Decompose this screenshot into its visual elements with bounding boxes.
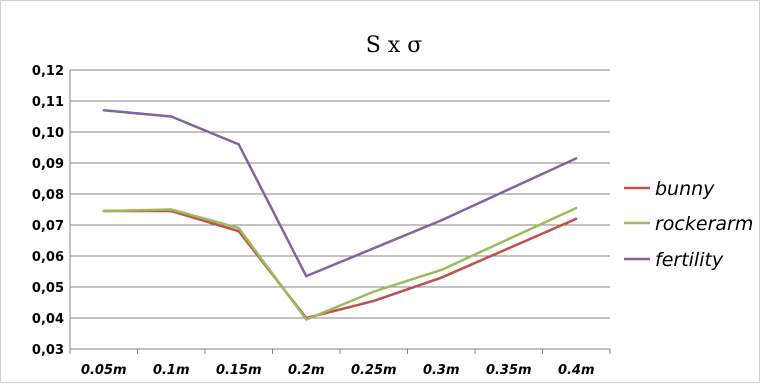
data-point-fertility xyxy=(575,157,578,160)
x-tick-label: 0.1m xyxy=(153,363,190,378)
data-point-fertility xyxy=(305,274,308,278)
data-point-fertility xyxy=(170,115,173,118)
y-tick-label: 0,06 xyxy=(32,250,64,265)
x-tick-label: 0.3m xyxy=(423,363,460,378)
y-tick-label: 0,03 xyxy=(32,343,64,358)
y-tick-label: 0,11 xyxy=(32,95,64,110)
y-tick-label: 0,07 xyxy=(32,219,64,234)
x-tick-label: 0.2m xyxy=(288,363,325,378)
series-line-fertility xyxy=(103,109,577,278)
data-point-bunny xyxy=(575,217,578,220)
data-point-rockerarm xyxy=(372,290,375,293)
data-point-rockerarm xyxy=(305,318,308,321)
series-line-bunny xyxy=(103,209,577,320)
x-axis-ticks: 0.05m 0.1m 0.15m 0.2m 0.25m 0.3m 0.35m 0.4m xyxy=(69,349,611,378)
legend: bunny rockerarm fertility xyxy=(624,178,753,271)
data-point-rockerarm xyxy=(440,268,443,272)
data-point-bunny xyxy=(440,276,443,279)
data-point-rockerarm xyxy=(507,237,510,241)
x-tick-label: 0.05m xyxy=(81,363,127,378)
data-point-fertility xyxy=(372,247,375,250)
data-point-fertility xyxy=(237,143,240,146)
x-tick-label: 0.35m xyxy=(486,363,532,378)
data-point-rockerarm xyxy=(102,209,105,213)
legend-label-fertility: fertility xyxy=(655,249,724,271)
data-point-rockerarm xyxy=(170,208,173,211)
x-tick-label: 0.25m xyxy=(351,363,397,378)
data-point-fertility xyxy=(507,188,510,191)
data-point-fertility xyxy=(440,219,443,222)
y-tick-label: 0,12 xyxy=(32,64,64,79)
series-lines xyxy=(102,109,578,321)
legend-label-bunny: bunny xyxy=(655,178,715,200)
x-tick-label: 0.15m xyxy=(216,363,262,378)
series-line-rockerarm xyxy=(103,206,577,321)
x-tick-label: 0.4m xyxy=(558,363,595,378)
data-point-rockerarm xyxy=(575,206,578,210)
data-point-bunny xyxy=(507,247,510,250)
chart-title: S x σ xyxy=(366,33,422,58)
y-tick-label: 0,10 xyxy=(32,126,64,141)
y-axis-ticks: 0,03 0,04 0,05 0,06 0,07 0,08 0,09 0,10 0,11 0,12 xyxy=(32,64,64,358)
legend-label-rockerarm: rockerarm xyxy=(655,213,753,235)
data-point-fertility xyxy=(102,109,105,112)
y-tick-label: 0,08 xyxy=(32,188,64,203)
y-tick-label: 0,09 xyxy=(32,157,64,172)
data-point-rockerarm xyxy=(237,226,240,230)
y-tick-label: 0,04 xyxy=(32,312,64,327)
data-point-bunny xyxy=(372,299,375,303)
y-tick-label: 0,05 xyxy=(32,281,64,296)
